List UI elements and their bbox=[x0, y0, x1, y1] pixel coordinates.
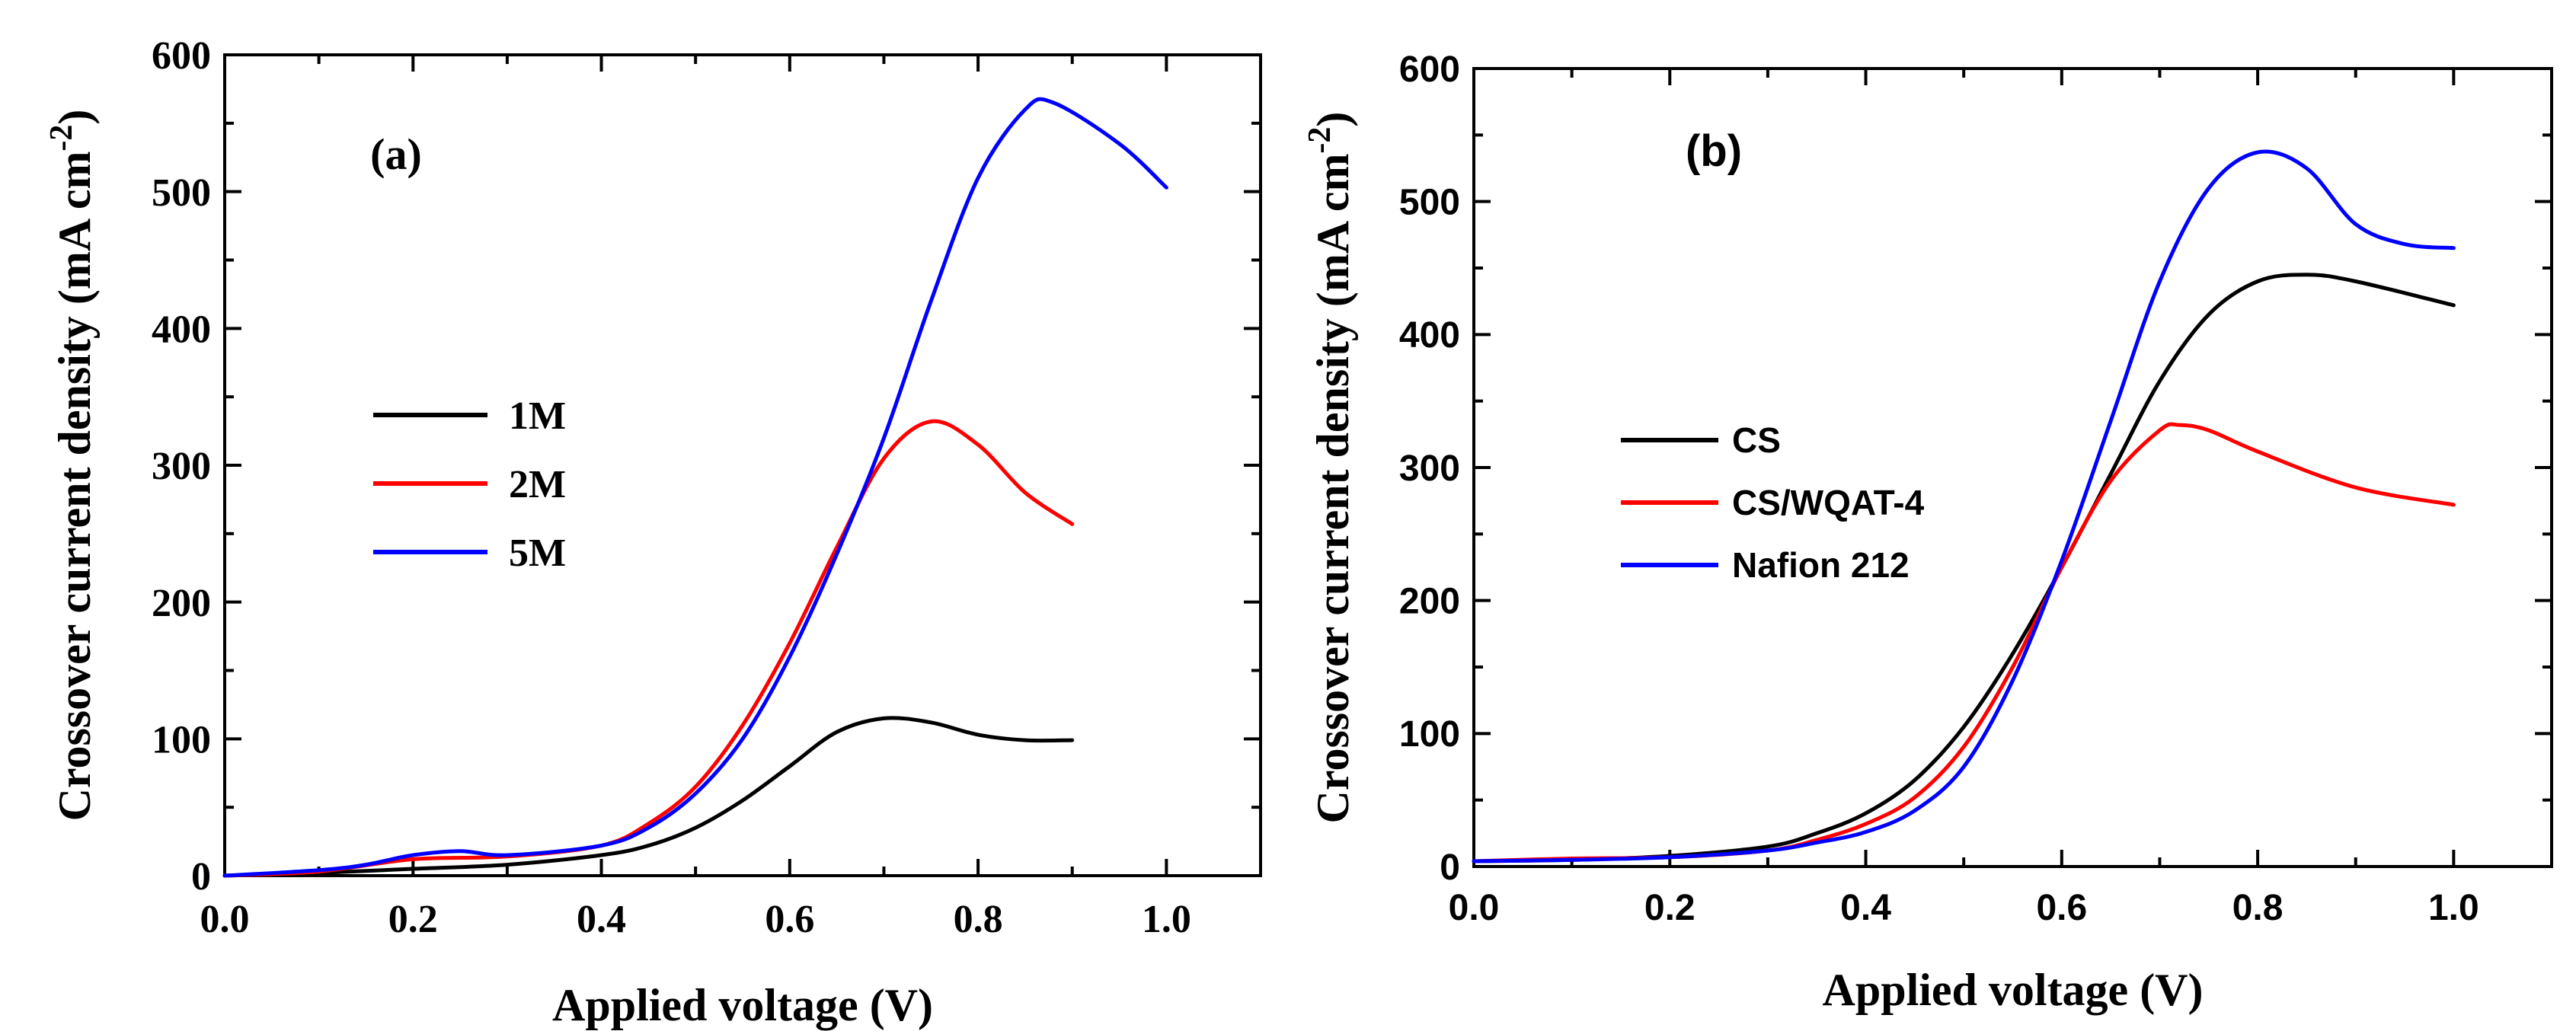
y-tick-label: 500 bbox=[1399, 182, 1460, 222]
legend-label: Nafion 212 bbox=[1732, 545, 1910, 585]
plot-frame bbox=[1472, 67, 2553, 868]
x-tick-label: 1.0 bbox=[1142, 898, 1191, 941]
legend-label: CS/WQAT-4 bbox=[1732, 483, 1925, 522]
x-tick-label: 0.6 bbox=[765, 898, 814, 941]
series-line-cs bbox=[1472, 273, 2456, 863]
x-tick-label: 0.2 bbox=[1644, 888, 1695, 928]
y-tick-label: 200 bbox=[152, 582, 211, 625]
y-axis-label-superscript: -2 bbox=[44, 125, 79, 152]
legend-label: 1M bbox=[509, 394, 566, 438]
y-tick-label: 300 bbox=[152, 445, 211, 488]
y-tick-label: 100 bbox=[1399, 714, 1460, 755]
x-tick-label: 0.0 bbox=[1449, 888, 1500, 928]
y-tick-label: 500 bbox=[152, 171, 211, 215]
series-line-nafion-212 bbox=[1472, 149, 2456, 863]
panel-a: 0.0 0.2 0.4 0.6 0.8 1.0 0 100 200 300 400 500 600 (a)… bbox=[44, 34, 1262, 1030]
legend-label: 5M bbox=[509, 531, 566, 575]
y-tick-label: 400 bbox=[1399, 315, 1460, 356]
y-axis-label: Crossover current density (mA cm-2) bbox=[44, 110, 100, 822]
x-tick-label: 0.0 bbox=[200, 898, 250, 941]
y-axis-label-superscript: -2 bbox=[1302, 127, 1338, 154]
legend: CS CS/WQAT-4 Nafion 212 bbox=[1621, 420, 1925, 585]
x-tick-label: 0.2 bbox=[388, 898, 438, 941]
x-tick-label: 0.8 bbox=[2232, 888, 2284, 928]
y-tick-label: 200 bbox=[1399, 581, 1460, 621]
panel-label: (b) bbox=[1686, 126, 1742, 176]
y-axis-label-main: Crossover current density (mA cm bbox=[50, 152, 100, 822]
series-line-1m bbox=[222, 716, 1075, 878]
y-axis-label: Crossover current density (mA cm-2) bbox=[1302, 112, 1358, 824]
y-tick-label: 600 bbox=[1399, 49, 1460, 90]
x-axis-label: Applied voltage (V) bbox=[1823, 965, 2204, 1015]
y-axis-label-main: Crossover current density (mA cm bbox=[1308, 154, 1358, 824]
x-tick-label: 0.8 bbox=[954, 898, 1003, 941]
series-line-cs-wqat-4 bbox=[1472, 422, 2456, 863]
y-tick-label: 600 bbox=[152, 34, 211, 78]
y-tick-label: 300 bbox=[1399, 448, 1460, 489]
x-tick-label: 0.4 bbox=[577, 898, 626, 941]
y-axis-label-close: ) bbox=[1308, 112, 1358, 127]
legend: 1M 2M 5M bbox=[373, 394, 566, 575]
series-line-5m bbox=[222, 97, 1168, 878]
y-tick-label: 0 bbox=[1440, 847, 1460, 888]
panel-b: 0.0 0.2 0.4 0.6 0.8 1.0 0 100 200 300 400 500 600 (b)… bbox=[1302, 49, 2553, 1015]
y-tick-label: 100 bbox=[152, 719, 211, 762]
x-tick-label: 1.0 bbox=[2428, 888, 2479, 928]
legend-label: CS bbox=[1732, 420, 1781, 460]
series-line-2m bbox=[222, 419, 1075, 878]
y-tick-label: 400 bbox=[152, 308, 211, 352]
x-axis-label: Applied voltage (V) bbox=[552, 980, 933, 1030]
x-tick-label: 0.4 bbox=[1840, 888, 1891, 928]
legend-label: 2M bbox=[509, 463, 566, 506]
y-axis-label-close: ) bbox=[50, 110, 100, 125]
y-tick-label: 0 bbox=[191, 855, 211, 899]
x-tick-label: 0.6 bbox=[2036, 888, 2087, 928]
panel-label: (a) bbox=[370, 129, 422, 179]
